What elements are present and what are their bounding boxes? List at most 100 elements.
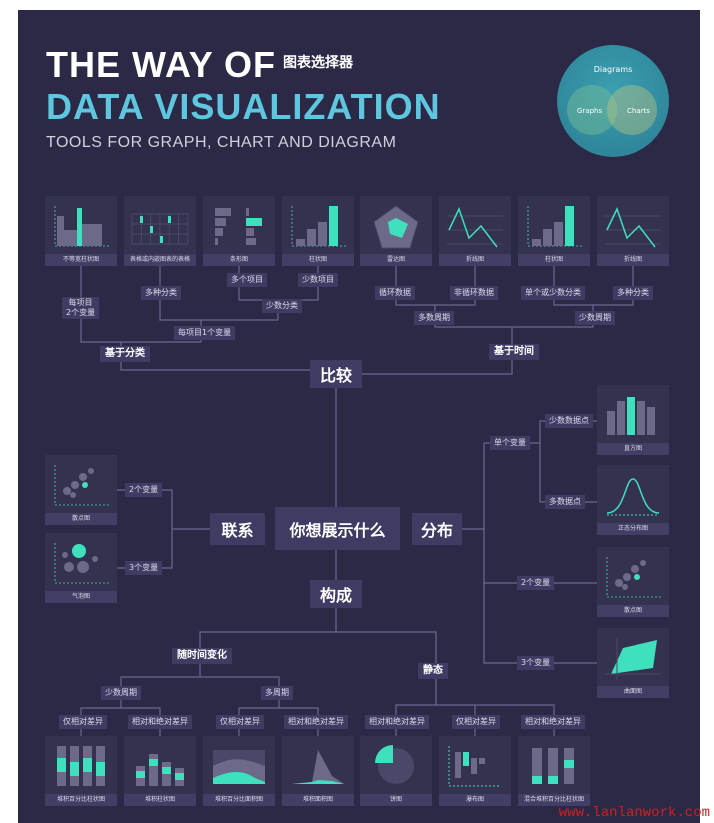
node-relation: 联系 — [210, 513, 265, 545]
chart-card-bubble: 气泡图 — [45, 533, 117, 603]
title-line1: THE WAY OF — [46, 44, 277, 85]
label-single-few-cat: 单个或少数分类 — [521, 286, 585, 300]
stacked-area-chart-icon — [292, 750, 344, 784]
waterfall-chart-icon — [448, 746, 501, 787]
label-dist-three: 3个变量 — [517, 656, 555, 670]
column-chart-icon — [527, 206, 582, 247]
stacked-pct-area-chart-icon — [213, 750, 265, 784]
chart-card-histogram: 直方图 — [597, 385, 669, 455]
chart-card-label: 折线图 — [597, 254, 669, 266]
label-few-points: 少数数据点 — [545, 414, 593, 428]
stacked-column-chart-icon — [136, 754, 184, 786]
chart-card-stacked-area: 堆积面积图 — [282, 736, 354, 806]
label-many-cat: 多种分类 — [141, 286, 181, 300]
label-composition-leaf: 仅相对差异 — [452, 715, 500, 729]
chart-card-label: 曲面图 — [597, 686, 669, 698]
label-many-cat-2: 多种分类 — [613, 286, 653, 300]
node-compare: 比较 — [310, 360, 362, 388]
label-relation-three: 3个变量 — [125, 561, 163, 575]
label-composition-leaf: 仅相对差异 — [216, 715, 264, 729]
chart-card-variable-width-bar: 不等宽柱状图 — [45, 196, 117, 266]
histogram-chart-icon — [607, 397, 655, 435]
label-acyclic: 非循环数据 — [450, 286, 498, 300]
chart-card-label: 饼图 — [360, 794, 432, 806]
label-relation-two: 2个变量 — [125, 483, 163, 497]
scatter-chart-icon — [606, 557, 661, 598]
subtitle: TOOLS FOR GRAPH, CHART AND DIAGRAM — [46, 134, 397, 151]
table-chart-icon — [131, 213, 189, 245]
label-cyclic: 循环数据 — [375, 286, 415, 300]
watermark: www.lanlanwork.com — [558, 805, 710, 821]
label-many-periods-comp: 多周期 — [261, 686, 293, 700]
chart-card-normal: 正态分布图 — [597, 465, 669, 535]
chart-card-label: 气泡图 — [45, 591, 117, 603]
label-composition-leaf: 相对和绝对差异 — [284, 715, 348, 729]
label-few-items: 少数项目 — [298, 273, 338, 287]
mixed-stacked-pct-chart-icon — [532, 748, 574, 784]
label-many-periods: 多数周期 — [414, 311, 454, 325]
venn-diagram: Diagrams Graphs Charts — [557, 45, 669, 157]
line-chart-icon — [447, 207, 503, 248]
node-by-time: 基于时间 — [489, 344, 539, 360]
chart-card-column: 柱状图 — [518, 196, 590, 266]
chart-card-label: 柱状图 — [518, 254, 590, 266]
label-composition-leaf: 相对和绝对差异 — [365, 715, 429, 729]
chart-card-stacked-pct-area: 堆积百分比面积图 — [203, 736, 275, 806]
label-two-vars: 每项目 2个变量 — [62, 297, 100, 319]
label-few-periods: 少数周期 — [575, 311, 615, 325]
chart-card-label: 堆积柱状图 — [124, 794, 196, 806]
label-many-points: 多数据点 — [545, 495, 585, 509]
chart-card-label: 堆积百分比面积图 — [203, 794, 275, 806]
label-few-periods-comp: 少数周期 — [101, 686, 141, 700]
venn-label-graphs: Graphs — [577, 107, 603, 115]
pie-chart-icon — [375, 745, 414, 784]
chart-card-label: 雷达图 — [360, 254, 432, 266]
chart-card-radar: 雷达图 — [360, 196, 432, 266]
chart-card-surface: 曲面图 — [597, 628, 669, 698]
chart-card-scatter: 散点图 — [597, 547, 669, 617]
node-composition: 构成 — [310, 580, 362, 608]
venn-circle-graphs — [567, 85, 617, 135]
chart-card-column: 柱状图 — [282, 196, 354, 266]
chart-card-bar-horizontal: 条形图 — [203, 196, 275, 266]
center-question: 你想展示什么 — [275, 507, 400, 550]
chart-card-line: 折线图 — [439, 196, 511, 266]
chart-card-stacked-column: 堆积柱状图 — [124, 736, 196, 806]
label-composition-leaf: 相对和绝对差异 — [521, 715, 585, 729]
label-composition-leaf: 仅相对差异 — [59, 715, 107, 729]
title-cn: 图表选择器 — [283, 55, 353, 71]
node-static: 静态 — [418, 663, 448, 679]
stacked-pct-column-chart-icon — [57, 746, 105, 786]
bubble-chart-icon — [54, 543, 109, 584]
chart-card-label: 堆积面积图 — [282, 794, 354, 806]
chart-card-label: 直方图 — [597, 443, 669, 455]
chart-card-stacked-pct-column: 堆积百分比柱状图 — [45, 736, 117, 806]
venn-label-charts: Charts — [627, 107, 650, 115]
chart-card-line: 折线图 — [597, 196, 669, 266]
column-chart-icon — [291, 206, 346, 247]
label-many-items: 多个项目 — [227, 273, 267, 287]
chart-card-label: 不等宽柱状图 — [45, 254, 117, 266]
surface-chart-icon — [605, 638, 661, 680]
node-distribution: 分布 — [412, 513, 462, 545]
venn-circle-charts — [607, 85, 657, 135]
chart-card-pie: 饼图 — [360, 736, 432, 806]
label-dist-two: 2个变量 — [517, 576, 555, 590]
chart-card-label: 正态分布图 — [597, 523, 669, 535]
normal-chart-icon — [606, 478, 660, 516]
variable-width-bar-chart-icon — [54, 206, 109, 247]
chart-card-label: 堆积百分比柱状图 — [45, 794, 117, 806]
chart-card-label: 折线图 — [439, 254, 511, 266]
node-by-category: 基于分类 — [100, 346, 150, 362]
chart-card-waterfall: 瀑布图 — [439, 736, 511, 806]
line-chart-icon — [605, 207, 661, 248]
chart-card-label: 柱状图 — [282, 254, 354, 266]
node-over-time: 随时间变化 — [172, 648, 232, 664]
chart-card-label: 表格或内嵌图表的表格 — [124, 254, 196, 266]
label-few-cat: 少数分类 — [262, 299, 302, 313]
chart-card-label: 散点图 — [597, 605, 669, 617]
venn-label-diagrams: Diagrams — [593, 65, 633, 74]
label-composition-leaf: 相对和绝对差异 — [128, 715, 192, 729]
chart-card-mixed-stacked-pct: 混合堆积百分比柱状图 — [518, 736, 590, 806]
